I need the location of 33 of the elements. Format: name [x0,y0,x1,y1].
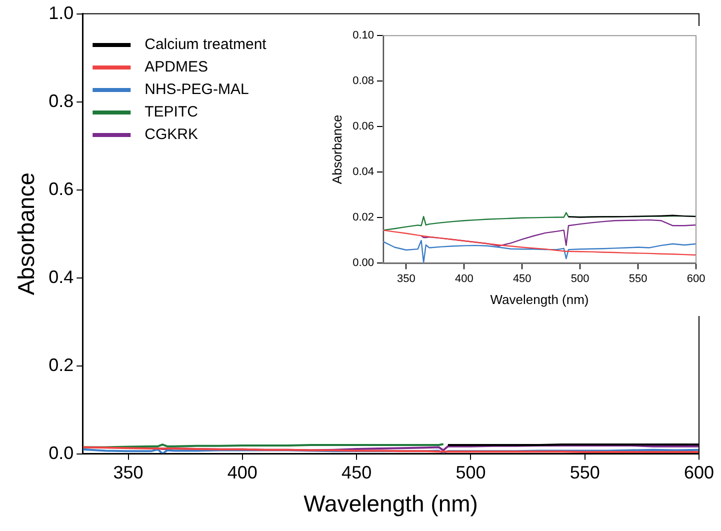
x-tick-label: 400 [454,272,474,285]
legend-label: CGKRK [144,126,198,144]
x-tick-label: 550 [570,462,600,483]
y-axis-title: Absorbance [329,114,344,184]
x-tick-label: 500 [570,272,590,285]
y-tick-label: 0.4 [48,266,74,287]
legend-label: APDMES [144,58,208,76]
x-tick-label: 600 [686,272,706,285]
y-tick-label: 0.08 [352,75,374,88]
legend-label: NHS-PEG-MAL [144,81,249,98]
x-tick-label: 550 [628,272,648,285]
x-axis-title: Wavelength (nm) [304,490,478,517]
y-tick-label: 1.0 [48,2,74,23]
y-tick-label: 0.6 [48,178,74,199]
y-tick-label: 0.00 [352,257,374,270]
x-tick-label: 400 [227,462,258,483]
y-tick-label: 0.10 [352,30,374,42]
y-tick-label: 0.8 [48,90,74,111]
y-tick-label: 0.04 [352,166,374,178]
y-tick-label: 0.06 [352,120,374,133]
x-tick-label: 500 [456,462,486,483]
legend-label: Calcium treatment [144,36,268,54]
legend-label: TEPITC [144,104,198,121]
y-axis-title: Absorbance [13,172,40,296]
y-tick-label: 0.02 [352,212,374,224]
x-axis-title: Wavelength (nm) [490,292,589,307]
x-tick-label: 600 [684,462,714,483]
x-tick-label: 350 [397,272,416,285]
x-tick-label: 450 [342,462,372,483]
y-tick-label: 0.0 [48,442,74,463]
x-tick-label: 350 [113,462,144,483]
x-tick-label: 450 [512,272,532,285]
y-tick-label: 0.2 [48,354,74,375]
